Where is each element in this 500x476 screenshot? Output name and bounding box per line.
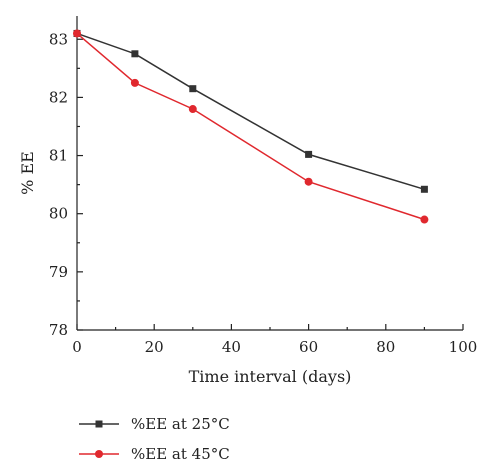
series-line (76, 32, 425, 191)
data-point (131, 50, 139, 58)
x-tick-label: 80 (376, 338, 395, 356)
legend-marker (95, 420, 103, 428)
series-line (76, 32, 425, 221)
data-point (420, 215, 429, 224)
y-tick-label: 83 (49, 30, 68, 48)
y-axis-title: % EE (18, 151, 37, 195)
data-point (73, 29, 81, 38)
y-tick-label: 82 (49, 88, 68, 106)
data-point (305, 150, 313, 158)
y-tick-label: 81 (49, 147, 68, 165)
plot-area (73, 29, 429, 224)
legend-label: %EE at 25°C (131, 415, 230, 433)
y-axis-ticks: 78 79 80 81 82 83 (49, 30, 83, 339)
data-point (189, 85, 197, 93)
x-tick-label: 60 (299, 338, 318, 356)
data-point (420, 185, 428, 193)
y-tick-label: 80 (49, 205, 68, 223)
series-2 (73, 29, 429, 224)
x-tick-label: 0 (72, 338, 82, 356)
x-axis-ticks: 0 20 40 60 80 100 (72, 324, 477, 356)
x-tick-label: 100 (449, 338, 478, 356)
legend-item: %EE at 45°C (79, 445, 230, 463)
axes (76, 16, 463, 331)
y-tick-label: 78 (49, 321, 68, 339)
y-tick-label: 79 (49, 263, 68, 281)
legend-item: %EE at 25°C (79, 415, 230, 433)
legend: %EE at 25°C %EE at 45°C (79, 415, 230, 463)
legend-marker (95, 450, 103, 458)
data-point (188, 105, 197, 114)
series-1 (73, 29, 428, 193)
data-point (130, 78, 139, 87)
x-tick-label: 40 (222, 338, 241, 356)
x-axis-title: Time interval (days) (189, 367, 352, 386)
x-tick-label: 20 (145, 338, 164, 356)
data-point (304, 177, 313, 186)
legend-label: %EE at 45°C (131, 445, 230, 463)
